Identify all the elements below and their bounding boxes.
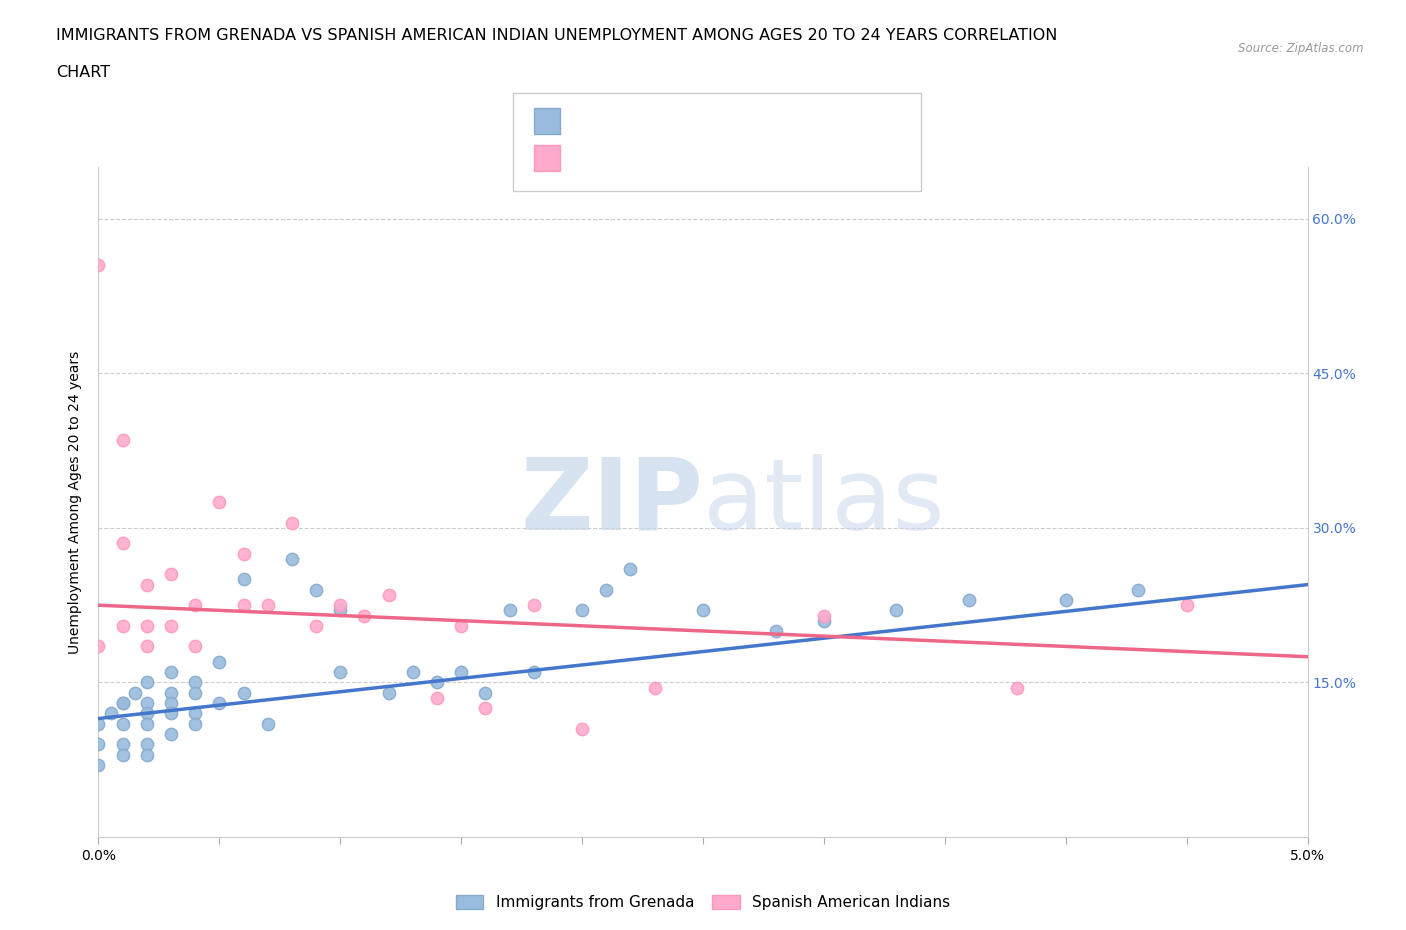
Text: 30: 30 [718, 152, 740, 166]
Point [111, 696, 134, 711]
Point [111, 696, 134, 711]
Point [1128, 582, 1150, 597]
Point [232, 598, 254, 613]
Point [232, 685, 254, 700]
Point [329, 665, 352, 680]
Point [813, 613, 835, 628]
Point [402, 665, 425, 680]
Point [111, 737, 134, 751]
Point [886, 603, 908, 618]
Point [135, 578, 157, 592]
Point [208, 655, 231, 670]
Point [135, 716, 157, 731]
Point [571, 603, 593, 618]
Point [208, 696, 231, 711]
Text: N =: N = [679, 114, 713, 129]
Point [160, 726, 183, 741]
Point [329, 598, 352, 613]
Point [450, 618, 472, 633]
Point [474, 685, 496, 700]
Point [111, 747, 134, 762]
Point [305, 582, 328, 597]
Point [498, 603, 520, 618]
Point [100, 706, 122, 721]
Text: N =: N = [679, 152, 713, 166]
Point [1054, 592, 1077, 607]
Point [184, 706, 207, 721]
Point [281, 515, 304, 530]
Point [765, 623, 787, 638]
Point [208, 495, 231, 510]
Point [619, 562, 641, 577]
Point [135, 737, 157, 751]
Point [426, 675, 449, 690]
Point [135, 696, 157, 711]
Point [450, 665, 472, 680]
Point [232, 572, 254, 587]
Point [1175, 598, 1198, 613]
Point [377, 685, 399, 700]
Text: R =: R = [574, 152, 607, 166]
Point [426, 690, 449, 705]
Point [232, 546, 254, 561]
Point [1007, 680, 1029, 695]
Point [813, 608, 835, 623]
Point [523, 665, 546, 680]
Text: CHART: CHART [56, 65, 110, 80]
Point [160, 665, 183, 680]
Point [160, 618, 183, 633]
Point [184, 685, 207, 700]
Point [111, 536, 134, 551]
Point [595, 582, 617, 597]
Point [184, 716, 207, 731]
Point [87, 258, 110, 272]
Point [184, 598, 207, 613]
Point [111, 433, 134, 448]
Point [87, 639, 110, 654]
Point [256, 598, 278, 613]
Text: atlas: atlas [703, 454, 945, 551]
Text: Source: ZipAtlas.com: Source: ZipAtlas.com [1239, 42, 1364, 55]
Point [353, 608, 375, 623]
Point [329, 603, 352, 618]
Point [87, 757, 110, 772]
Point [160, 696, 183, 711]
Point [135, 706, 157, 721]
Point [184, 675, 207, 690]
Point [957, 592, 980, 607]
Point [124, 685, 146, 700]
Y-axis label: Unemployment Among Ages 20 to 24 years: Unemployment Among Ages 20 to 24 years [69, 351, 83, 654]
Point [692, 603, 714, 618]
Point [111, 618, 134, 633]
Point [305, 618, 328, 633]
Point [474, 701, 496, 716]
Text: ZIP: ZIP [520, 454, 703, 551]
Point [377, 588, 399, 603]
Point [160, 685, 183, 700]
Text: -0.045: -0.045 [616, 152, 671, 166]
Text: IMMIGRANTS FROM GRENADA VS SPANISH AMERICAN INDIAN UNEMPLOYMENT AMONG AGES 20 TO: IMMIGRANTS FROM GRENADA VS SPANISH AMERI… [56, 28, 1057, 43]
Point [523, 598, 546, 613]
Point [111, 716, 134, 731]
Point [160, 567, 183, 582]
Point [87, 716, 110, 731]
Text: 0.284: 0.284 [616, 114, 664, 129]
Point [135, 675, 157, 690]
Point [87, 737, 110, 751]
Text: 51: 51 [718, 114, 740, 129]
Point [644, 680, 666, 695]
Point [184, 639, 207, 654]
Point [571, 722, 593, 737]
Point [135, 747, 157, 762]
Point [135, 639, 157, 654]
Legend: Immigrants from Grenada, Spanish American Indians: Immigrants from Grenada, Spanish America… [450, 889, 956, 916]
Text: R =: R = [574, 114, 607, 129]
Point [281, 551, 304, 566]
Point [135, 618, 157, 633]
Point [256, 716, 278, 731]
Point [160, 706, 183, 721]
